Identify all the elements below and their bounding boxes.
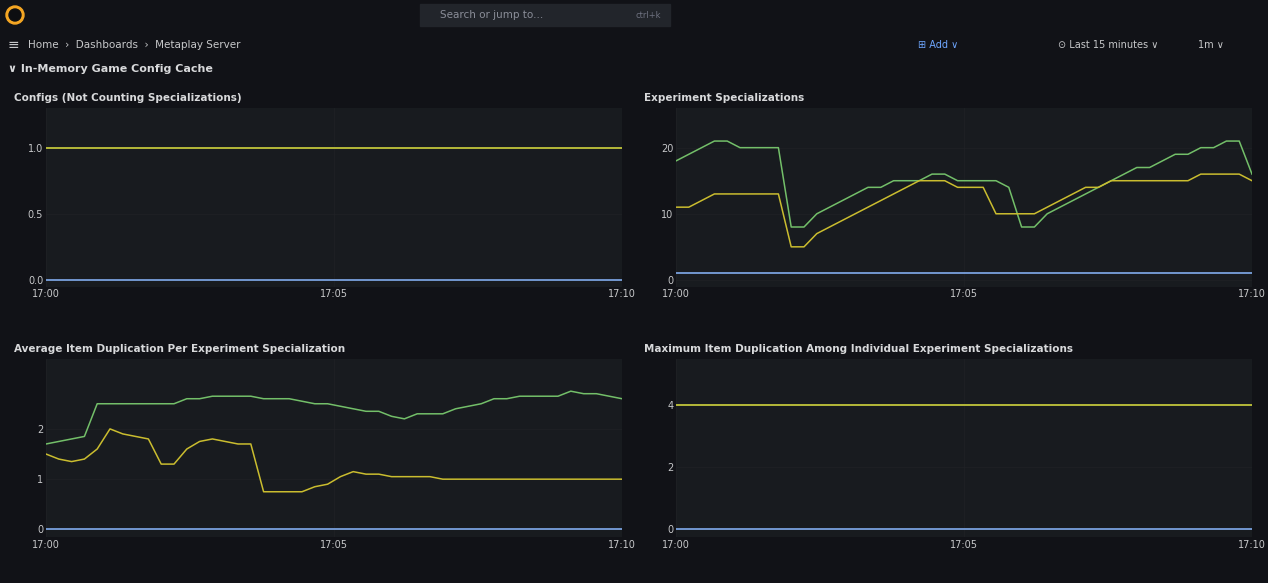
Text: Maximum Item Duplication Among Individual Experiment Specializations: Maximum Item Duplication Among Individua… (644, 343, 1073, 353)
Circle shape (9, 9, 22, 21)
Bar (420, 4, 670, 26)
Text: ∨ In-Memory Game Config Cache: ∨ In-Memory Game Config Cache (8, 64, 213, 74)
Circle shape (6, 6, 24, 24)
Text: Experiment Specializations: Experiment Specializations (644, 93, 804, 103)
Text: ctrl+k: ctrl+k (635, 10, 661, 19)
Text: Home  ›  Dashboards  ›  Metaplay Server: Home › Dashboards › Metaplay Server (28, 40, 241, 50)
Text: Search or jump to...: Search or jump to... (440, 10, 543, 20)
Text: ⊞ Add ∨: ⊞ Add ∨ (918, 40, 959, 50)
Text: ≡: ≡ (8, 38, 19, 52)
Text: ⊙ Last 15 minutes ∨: ⊙ Last 15 minutes ∨ (1058, 40, 1159, 50)
Text: 1m ∨: 1m ∨ (1198, 40, 1224, 50)
Text: Average Item Duplication Per Experiment Specialization: Average Item Duplication Per Experiment … (14, 343, 345, 353)
Text: Configs (Not Counting Specializations): Configs (Not Counting Specializations) (14, 93, 242, 103)
